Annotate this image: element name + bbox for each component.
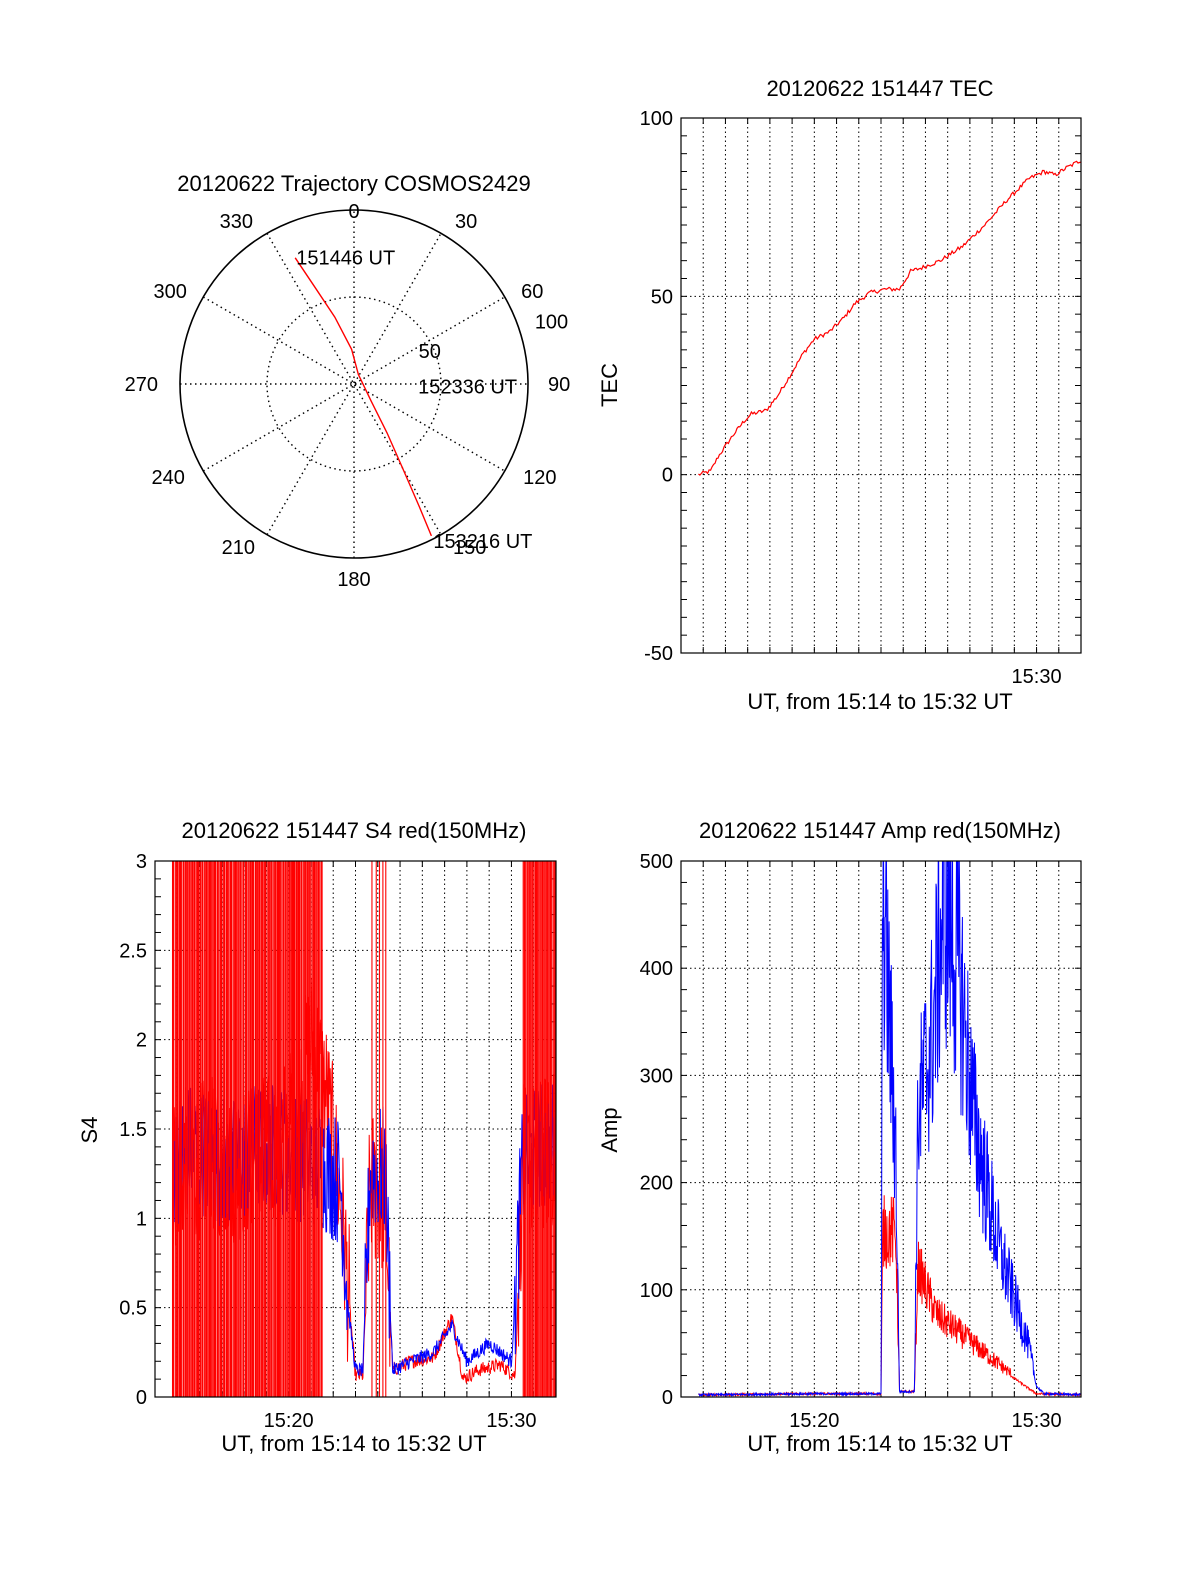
series-line-red	[698, 1195, 1081, 1397]
tec-chart: 20120622 151447 TEC UT, from 15:14 to 15…	[597, 76, 1082, 714]
x-tick-label: 15:20	[789, 1410, 839, 1432]
tec-y-axis-label: TEC	[597, 363, 622, 407]
s4-y-axis-label: S4	[77, 1117, 102, 1144]
polar-azimuth-label: 30	[455, 211, 477, 233]
polar-radius-label: 100	[535, 311, 568, 333]
polar-azimuth-label: 240	[152, 467, 185, 489]
polar-azimuth-label: 150	[453, 537, 486, 559]
series-line-blue	[698, 861, 1081, 1397]
plot-frame	[680, 860, 1082, 1398]
y-tick-label: 1.5	[119, 1119, 147, 1141]
polar-azimuth-label: 60	[521, 281, 543, 303]
tec-x-axis-label: UT, from 15:14 to 15:32 UT	[747, 689, 1012, 714]
plot-frame	[680, 117, 1082, 654]
trajectory-time-annotation: 151446 UT	[296, 248, 395, 270]
polar-spoke	[202, 296, 506, 472]
polar-chart-title: 20120622 Trajectory COSMOS2429	[177, 171, 530, 196]
s4-chart: 20120622 151447 S4 red(150MHz) UT, from …	[77, 818, 557, 1456]
y-tick-label: 50	[651, 286, 673, 308]
y-tick-label: 2.5	[119, 940, 147, 962]
y-tick-label: 2	[136, 1030, 147, 1052]
amp-y-axis-label: Amp	[597, 1107, 622, 1152]
y-tick-label: 400	[640, 958, 673, 980]
plot-frame	[154, 860, 557, 1398]
polar-spoke	[266, 232, 442, 536]
x-tick-label: 15:30	[1012, 1410, 1062, 1432]
polar-azimuth-label: 270	[125, 374, 158, 396]
trajectory-time-annotation: 152336 UT	[418, 376, 517, 398]
y-tick-label: 1	[136, 1208, 147, 1230]
series-line-red	[698, 160, 1081, 476]
polar-azimuth-label: 180	[337, 569, 370, 591]
y-tick-label: 3	[136, 851, 147, 873]
polar-azimuth-label: 0	[348, 201, 359, 223]
y-tick-label: 200	[640, 1173, 673, 1195]
s4-chart-title: 20120622 151447 S4 red(150MHz)	[182, 818, 527, 843]
y-tick-label: 0	[662, 1387, 673, 1409]
polar-spoke	[202, 296, 506, 472]
polar-azimuth-label: 330	[220, 211, 253, 233]
polar-azimuth-label: 120	[523, 467, 556, 489]
amp-chart-title: 20120622 151447 Amp red(150MHz)	[699, 818, 1061, 843]
amp-chart: 20120622 151447 Amp red(150MHz) UT, from…	[597, 818, 1082, 1456]
y-tick-label: 500	[640, 851, 673, 873]
x-tick-label: 15:30	[1012, 666, 1062, 688]
polar-azimuth-label: 210	[222, 537, 255, 559]
polar-inner-circle	[266, 296, 442, 472]
y-tick-label: 100	[640, 108, 673, 130]
x-tick-label: 15:20	[264, 1410, 314, 1432]
polar-trajectory-chart: 20120622 Trajectory COSMOS2429 0 30 60 90 12…	[125, 171, 571, 591]
s4-red-spikes	[171, 861, 556, 1397]
y-tick-label: 0	[136, 1387, 147, 1409]
tec-chart-title: 20120622 151447 TEC	[766, 76, 993, 101]
polar-azimuth-label: 90	[548, 374, 570, 396]
x-tick-label: 15:30	[486, 1410, 536, 1432]
y-tick-label: 0.5	[119, 1298, 147, 1320]
trajectory-time-annotation: 153216 UT	[433, 531, 532, 553]
y-tick-label: 100	[640, 1280, 673, 1302]
trajectory-line	[294, 257, 433, 537]
s4-x-axis-label: UT, from 15:14 to 15:32 UT	[221, 1431, 486, 1456]
polar-spoke	[266, 232, 442, 536]
y-tick-label: 0	[662, 465, 673, 487]
polar-radius-label: 50	[419, 341, 441, 363]
amp-x-axis-label: UT, from 15:14 to 15:32 UT	[747, 1431, 1012, 1456]
polar-azimuth-label: 300	[154, 281, 187, 303]
y-tick-label: 300	[640, 1065, 673, 1087]
y-tick-label: -50	[644, 643, 673, 665]
